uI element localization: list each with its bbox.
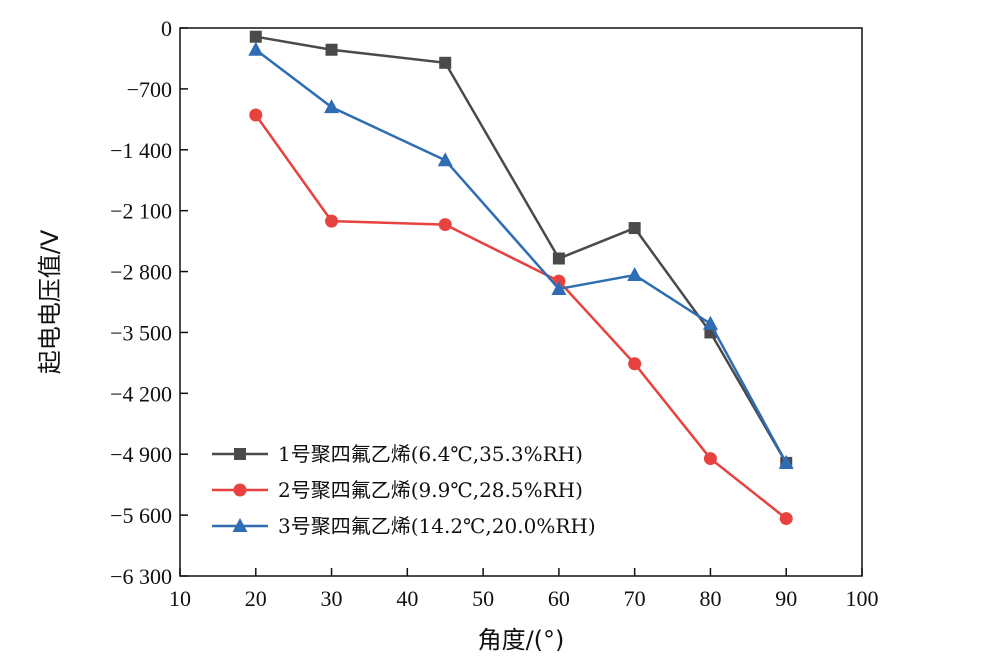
- series-2-point: [325, 214, 339, 228]
- series-1-point: [439, 56, 452, 69]
- y-tick-label: −700: [127, 77, 172, 102]
- x-axis-title: 角度/(°): [478, 626, 565, 654]
- legend-label: 1号聚四氟乙烯(6.4℃,35.3%RH): [278, 442, 583, 466]
- y-tick-label: −2 800: [110, 260, 172, 285]
- legend-label: 2号聚四氟乙烯(9.9℃,28.5%RH): [278, 478, 583, 502]
- series-1-point: [628, 222, 641, 235]
- legend: 1号聚四氟乙烯(6.4℃,35.3%RH) 2号聚四氟乙烯(9.9℃,28.5%R…: [212, 442, 596, 538]
- x-tick-label: 80: [699, 586, 721, 611]
- legend-label: 3号聚四氟乙烯(14.2℃,20.0%RH): [278, 514, 596, 538]
- series-3-point: [627, 267, 643, 282]
- series-3-point: [437, 152, 453, 167]
- series-1-point: [552, 252, 565, 265]
- series-3-point: [324, 99, 340, 114]
- x-tick-label: 50: [472, 586, 494, 611]
- series-2-point: [438, 218, 452, 232]
- series-3: [248, 41, 794, 469]
- x-tick-label: 10: [169, 586, 191, 611]
- series-2-point: [249, 108, 263, 122]
- series-1-point: [325, 43, 338, 56]
- y-axis-title: 起电电压值/V: [36, 229, 64, 374]
- y-tick-label: −1 400: [110, 138, 172, 163]
- y-tick-label: −5 600: [110, 503, 172, 528]
- y-tick-label: −2 100: [110, 199, 172, 224]
- y-tick-label: −6 300: [110, 564, 172, 589]
- series-2-point: [628, 357, 642, 371]
- x-tick-label: 70: [624, 586, 646, 611]
- legend-marker: [233, 483, 247, 497]
- series-2-point: [779, 512, 793, 526]
- y-tick-label: −4 900: [110, 442, 172, 467]
- legend-marker: [234, 448, 246, 460]
- y-tick-label: −3 500: [110, 320, 172, 345]
- plot-frame: [179, 27, 863, 577]
- x-tick-label: 30: [321, 586, 343, 611]
- series-1: [249, 30, 793, 469]
- y-tick-label: −4 200: [110, 381, 172, 406]
- series-3-point: [551, 280, 567, 295]
- series-1-point: [249, 30, 262, 43]
- series-2-point: [703, 452, 717, 466]
- series-1-line: [255, 35, 788, 464]
- series-3-point: [248, 41, 264, 56]
- x-tick-label: 100: [846, 586, 879, 611]
- series-layer: [248, 30, 794, 526]
- x-tick-label: 40: [396, 586, 418, 611]
- legend-item-3: 3号聚四氟乙烯(14.2℃,20.0%RH): [212, 514, 596, 538]
- axis-ticks: 10 20 30 40 50 60 70 80 90 100 0 −700 −1 400 −2 100 −2…: [110, 16, 878, 611]
- x-tick-label: 60: [548, 586, 570, 611]
- series-3-point: [778, 454, 794, 469]
- legend-item-2: 2号聚四氟乙烯(9.9℃,28.5%RH): [212, 478, 583, 502]
- legend-marker: [232, 518, 248, 532]
- y-tick-label: 0: [161, 16, 172, 41]
- series-3-point: [702, 315, 718, 330]
- legend-item-1: 1号聚四氟乙烯(6.4℃,35.3%RH): [212, 442, 583, 466]
- x-tick-label: 90: [775, 586, 797, 611]
- x-tick-label: 20: [245, 586, 267, 611]
